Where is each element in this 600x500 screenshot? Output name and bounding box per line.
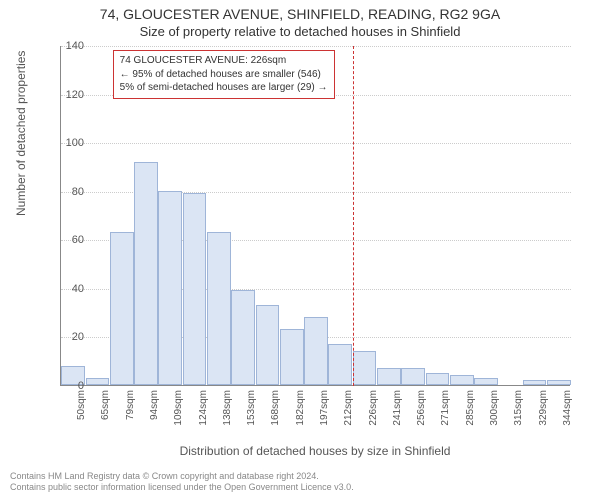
- histogram-bar: [183, 193, 207, 385]
- x-tick-label: 109sqm: [173, 390, 184, 426]
- annotation-line: ← 95% of detached houses are smaller (54…: [120, 68, 328, 82]
- annotation-callout: 74 GLOUCESTER AVENUE: 226sqm← 95% of det…: [113, 50, 335, 99]
- y-tick-label: 120: [44, 89, 84, 101]
- histogram-bar: [328, 344, 352, 385]
- histogram-bar: [353, 351, 377, 385]
- histogram-bar: [231, 290, 255, 385]
- histogram-bar: [207, 232, 231, 385]
- histogram-bar: [547, 380, 571, 385]
- histogram-bar: [450, 375, 474, 385]
- histogram-bar: [256, 305, 280, 385]
- page-subtitle: Size of property relative to detached ho…: [0, 22, 600, 39]
- y-tick-label: 140: [44, 40, 84, 52]
- x-tick-label: 212sqm: [343, 390, 354, 426]
- gridline: [61, 143, 571, 144]
- histogram-bar: [401, 368, 425, 385]
- histogram-bar: [110, 232, 134, 385]
- histogram-bar: [474, 378, 498, 385]
- y-axis-label: Number of detached properties: [14, 51, 28, 216]
- y-tick-label: 20: [44, 331, 84, 343]
- histogram-bar: [158, 191, 182, 385]
- x-tick-label: 65sqm: [100, 390, 111, 420]
- histogram-bar: [134, 162, 158, 385]
- x-tick-label: 300sqm: [489, 390, 500, 426]
- y-tick-label: 60: [44, 234, 84, 246]
- annotation-line: 5% of semi-detached houses are larger (2…: [120, 81, 328, 95]
- x-axis-label: Distribution of detached houses by size …: [60, 444, 570, 458]
- plot-region: 74 GLOUCESTER AVENUE: 226sqm← 95% of det…: [60, 46, 570, 386]
- x-tick-label: 315sqm: [513, 390, 524, 426]
- x-tick-label: 182sqm: [295, 390, 306, 426]
- histogram-bar: [280, 329, 304, 385]
- annotation-line: 74 GLOUCESTER AVENUE: 226sqm: [120, 54, 328, 68]
- x-tick-label: 329sqm: [538, 390, 549, 426]
- attribution-footer: Contains HM Land Registry data © Crown c…: [10, 471, 354, 494]
- histogram-bar: [523, 380, 547, 385]
- x-tick-label: 197sqm: [319, 390, 330, 426]
- x-tick-label: 285sqm: [465, 390, 476, 426]
- reference-line: [353, 46, 354, 386]
- x-tick-label: 226sqm: [368, 390, 379, 426]
- x-tick-label: 344sqm: [562, 390, 573, 426]
- x-tick-label: 50sqm: [76, 390, 87, 420]
- x-tick-label: 79sqm: [125, 390, 136, 420]
- x-tick-label: 256sqm: [416, 390, 427, 426]
- x-tick-label: 153sqm: [246, 390, 257, 426]
- y-tick-label: 80: [44, 186, 84, 198]
- y-tick-label: 0: [44, 380, 84, 392]
- y-tick-label: 100: [44, 137, 84, 149]
- x-tick-label: 168sqm: [270, 390, 281, 426]
- histogram-bar: [377, 368, 401, 385]
- footer-line-2: Contains public sector information licen…: [10, 482, 354, 494]
- histogram-bar: [86, 378, 110, 385]
- gridline: [61, 46, 571, 47]
- footer-line-1: Contains HM Land Registry data © Crown c…: [10, 471, 354, 483]
- x-tick-label: 138sqm: [222, 390, 233, 426]
- x-tick-label: 94sqm: [149, 390, 160, 420]
- chart-area: 74 GLOUCESTER AVENUE: 226sqm← 95% of det…: [60, 46, 570, 386]
- x-tick-label: 271sqm: [440, 390, 451, 426]
- histogram-bar: [304, 317, 328, 385]
- x-tick-label: 241sqm: [392, 390, 403, 426]
- x-tick-label: 124sqm: [198, 390, 209, 426]
- y-tick-label: 40: [44, 283, 84, 295]
- page-title: 74, GLOUCESTER AVENUE, SHINFIELD, READIN…: [0, 0, 600, 22]
- histogram-bar: [426, 373, 450, 385]
